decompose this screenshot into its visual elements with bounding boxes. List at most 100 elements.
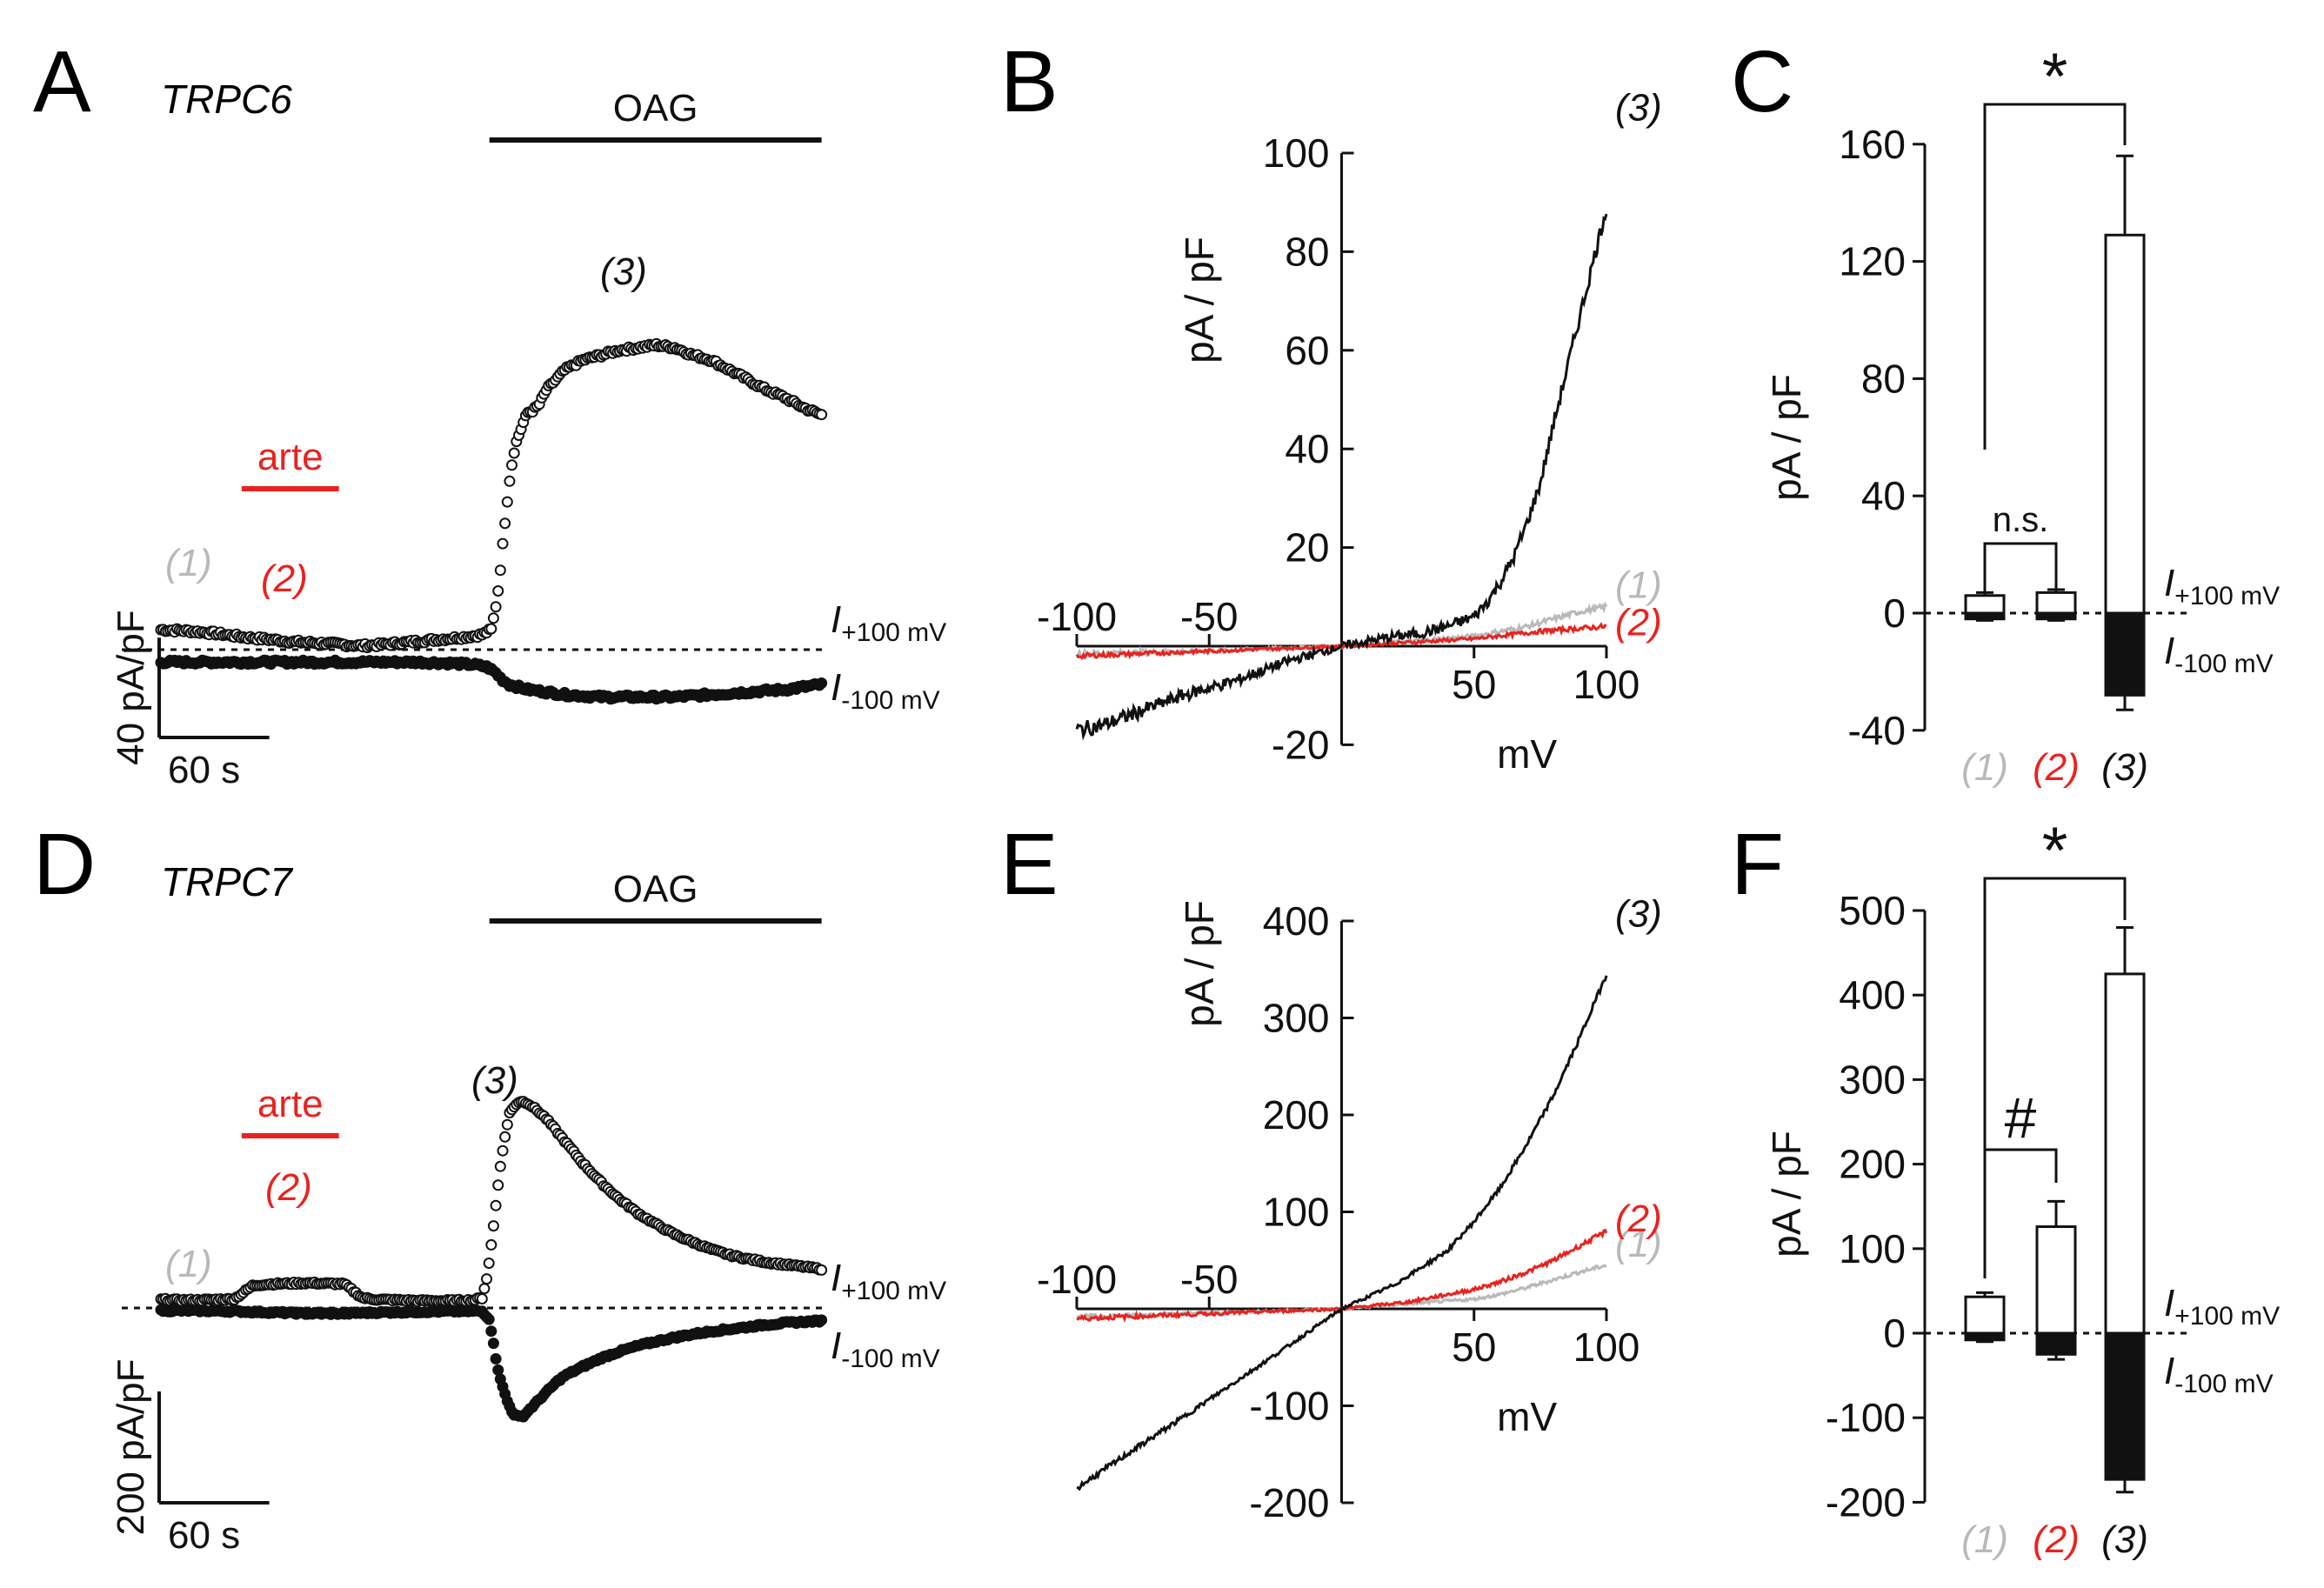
data-point-plus100 [499, 1131, 511, 1143]
bar-series-label-minus100-sub: -100 mV [2174, 650, 2273, 678]
significance-label-1-3: * [2042, 814, 2068, 888]
panel-letter-B: B [1000, 33, 1058, 130]
significance-bracket-1-3 [1983, 877, 2127, 1178]
treatment-label-OAG: OAG [613, 87, 698, 130]
panel-letter-F: F [1731, 816, 1784, 913]
data-point-plus100 [492, 1179, 504, 1191]
y-tick-label: 120 [1839, 239, 1906, 284]
y-tick-label: -20 [1272, 722, 1329, 767]
bar-minus100-3 [2104, 611, 2146, 697]
category-label-1: (1) [1961, 1518, 2008, 1561]
series-label-plus100-main: I [831, 598, 841, 641]
data-point-plus100 [487, 612, 499, 624]
condition-annotation-2: (2) [261, 557, 308, 600]
data-point-plus100 [508, 447, 520, 459]
bar-minus100-1 [1964, 611, 2006, 621]
bar-plus100-2 [2035, 1225, 2077, 1335]
condition-annotation-2: (2) [265, 1166, 312, 1209]
scale-bar-x-label: 60 s [168, 1514, 240, 1557]
x-tick-label: -100 [1037, 594, 1117, 639]
y-tick-label: 40 [1285, 426, 1329, 471]
series-label-plus100: I+100 mV [831, 1257, 946, 1305]
bar-series-label-plus100: I+100 mV [2164, 562, 2280, 611]
condition-annotation-1: (1) [165, 542, 212, 584]
panel-letter-D: D [33, 816, 96, 913]
y-tick-label: 300 [1839, 1057, 1906, 1102]
y-tick-label: 40 [1861, 473, 1906, 518]
iv-trace-label-2: (3) [1615, 892, 1662, 935]
y-tick-label: -100 [1826, 1395, 1906, 1440]
data-point-minus100 [485, 1325, 498, 1338]
y-tick-label: 400 [1839, 972, 1906, 1018]
data-point-minus100 [490, 1353, 502, 1364]
series-label-plus100-main: I [831, 1257, 841, 1299]
significance-bracket-1-2 [1983, 542, 2058, 591]
condition-annotation-3: (3) [600, 250, 647, 293]
treatment-label-arte: arte [257, 1083, 324, 1125]
x-tick-label: 100 [1573, 662, 1640, 707]
bar-plus100-3 [2104, 233, 2146, 615]
data-point-plus100 [501, 1118, 513, 1131]
x-tick-label: 100 [1573, 1324, 1640, 1370]
data-point-plus100 [492, 585, 504, 597]
series-label-minus100-sub: -100 mV [841, 1344, 939, 1373]
data-point-plus100 [497, 1144, 509, 1157]
series-label-minus100-main: I [831, 1324, 841, 1367]
category-label-2: (2) [2033, 746, 2080, 789]
bar-series-label-plus100-main: I [2164, 1282, 2174, 1324]
data-point-plus100 [816, 409, 828, 421]
series-label-minus100: I-100 mV [831, 666, 940, 715]
data-point-plus100 [494, 1160, 506, 1172]
bar-series-label-plus100: I+100 mV [2164, 1282, 2280, 1331]
treatment-label-arte: arte [257, 436, 324, 478]
x-tick-label: 50 [1452, 662, 1496, 707]
bar-series-label-minus100-main: I [2164, 630, 2174, 672]
condition-annotation-3: (3) [471, 1059, 518, 1102]
condition-annotation-1: (1) [165, 1243, 212, 1285]
data-point-plus100 [478, 1283, 491, 1295]
y-tick-label: -40 [1848, 708, 1906, 753]
y-axis-label: pA / pF [1764, 374, 1809, 501]
series-label-plus100-sub: +100 mV [841, 1277, 946, 1305]
panel-f-bar-chart: -200 -100 0 100 200 300 400 500 pA / pF (1) (2) (3)… [1764, 814, 2280, 1561]
significance-label-1-2: n.s. [1993, 501, 2048, 539]
bar-minus100-3 [2104, 1331, 2146, 1481]
category-label-1: (1) [1961, 746, 2008, 789]
panel-letter-E: E [1000, 816, 1058, 913]
bar-plus100-1 [1964, 1295, 2006, 1335]
significance-bracket-1-2 [1983, 1148, 2058, 1278]
y-tick-label: 400 [1263, 898, 1330, 944]
y-tick-label: 100 [1263, 130, 1330, 176]
bar-series-label-minus100: I-100 mV [2164, 1350, 2274, 1398]
scale-bar-x-label: 60 s [168, 749, 240, 791]
bar-minus100-2 [2035, 611, 2077, 621]
bar-series-label-minus100-sub: -100 mV [2174, 1370, 2273, 1398]
y-tick-label: 0 [1883, 590, 1906, 636]
x-tick-label: 50 [1452, 1324, 1496, 1370]
data-point-plus100 [485, 623, 498, 635]
data-point-plus100 [485, 1238, 498, 1251]
y-tick-label: -200 [1826, 1479, 1906, 1525]
data-point-plus100 [494, 564, 506, 577]
y-tick-label: 60 [1285, 328, 1329, 373]
series-label-minus100-sub: -100 mV [841, 686, 939, 715]
iv-trace-(3) [1076, 975, 1608, 1491]
y-tick-label: 20 [1285, 525, 1329, 570]
bar-series-label-plus100-sub: +100 mV [2174, 582, 2280, 611]
category-label-2: (2) [2033, 1518, 2080, 1561]
bar-minus100-2 [2035, 1331, 2077, 1356]
data-point-plus100 [816, 1264, 828, 1276]
series-label-minus100: I-100 mV [831, 1324, 940, 1373]
panel-b-iv-curve: -100 -50 50 100 -20 20 40 60 80 100 pA / pF mV (1)(2… [1037, 86, 1662, 777]
iv-trace-label-2: (3) [1615, 86, 1662, 129]
y-tick-label: 200 [1839, 1142, 1906, 1187]
data-point-minus100 [483, 1313, 495, 1325]
iv-trace-label-0: (1) [1615, 564, 1662, 607]
bar-plus100-2 [2035, 590, 2077, 615]
data-point-plus100 [490, 601, 502, 613]
bar-plus100-1 [1964, 594, 2006, 615]
y-tick-label: 80 [1861, 356, 1906, 401]
y-tick-label: 500 [1839, 888, 1906, 933]
